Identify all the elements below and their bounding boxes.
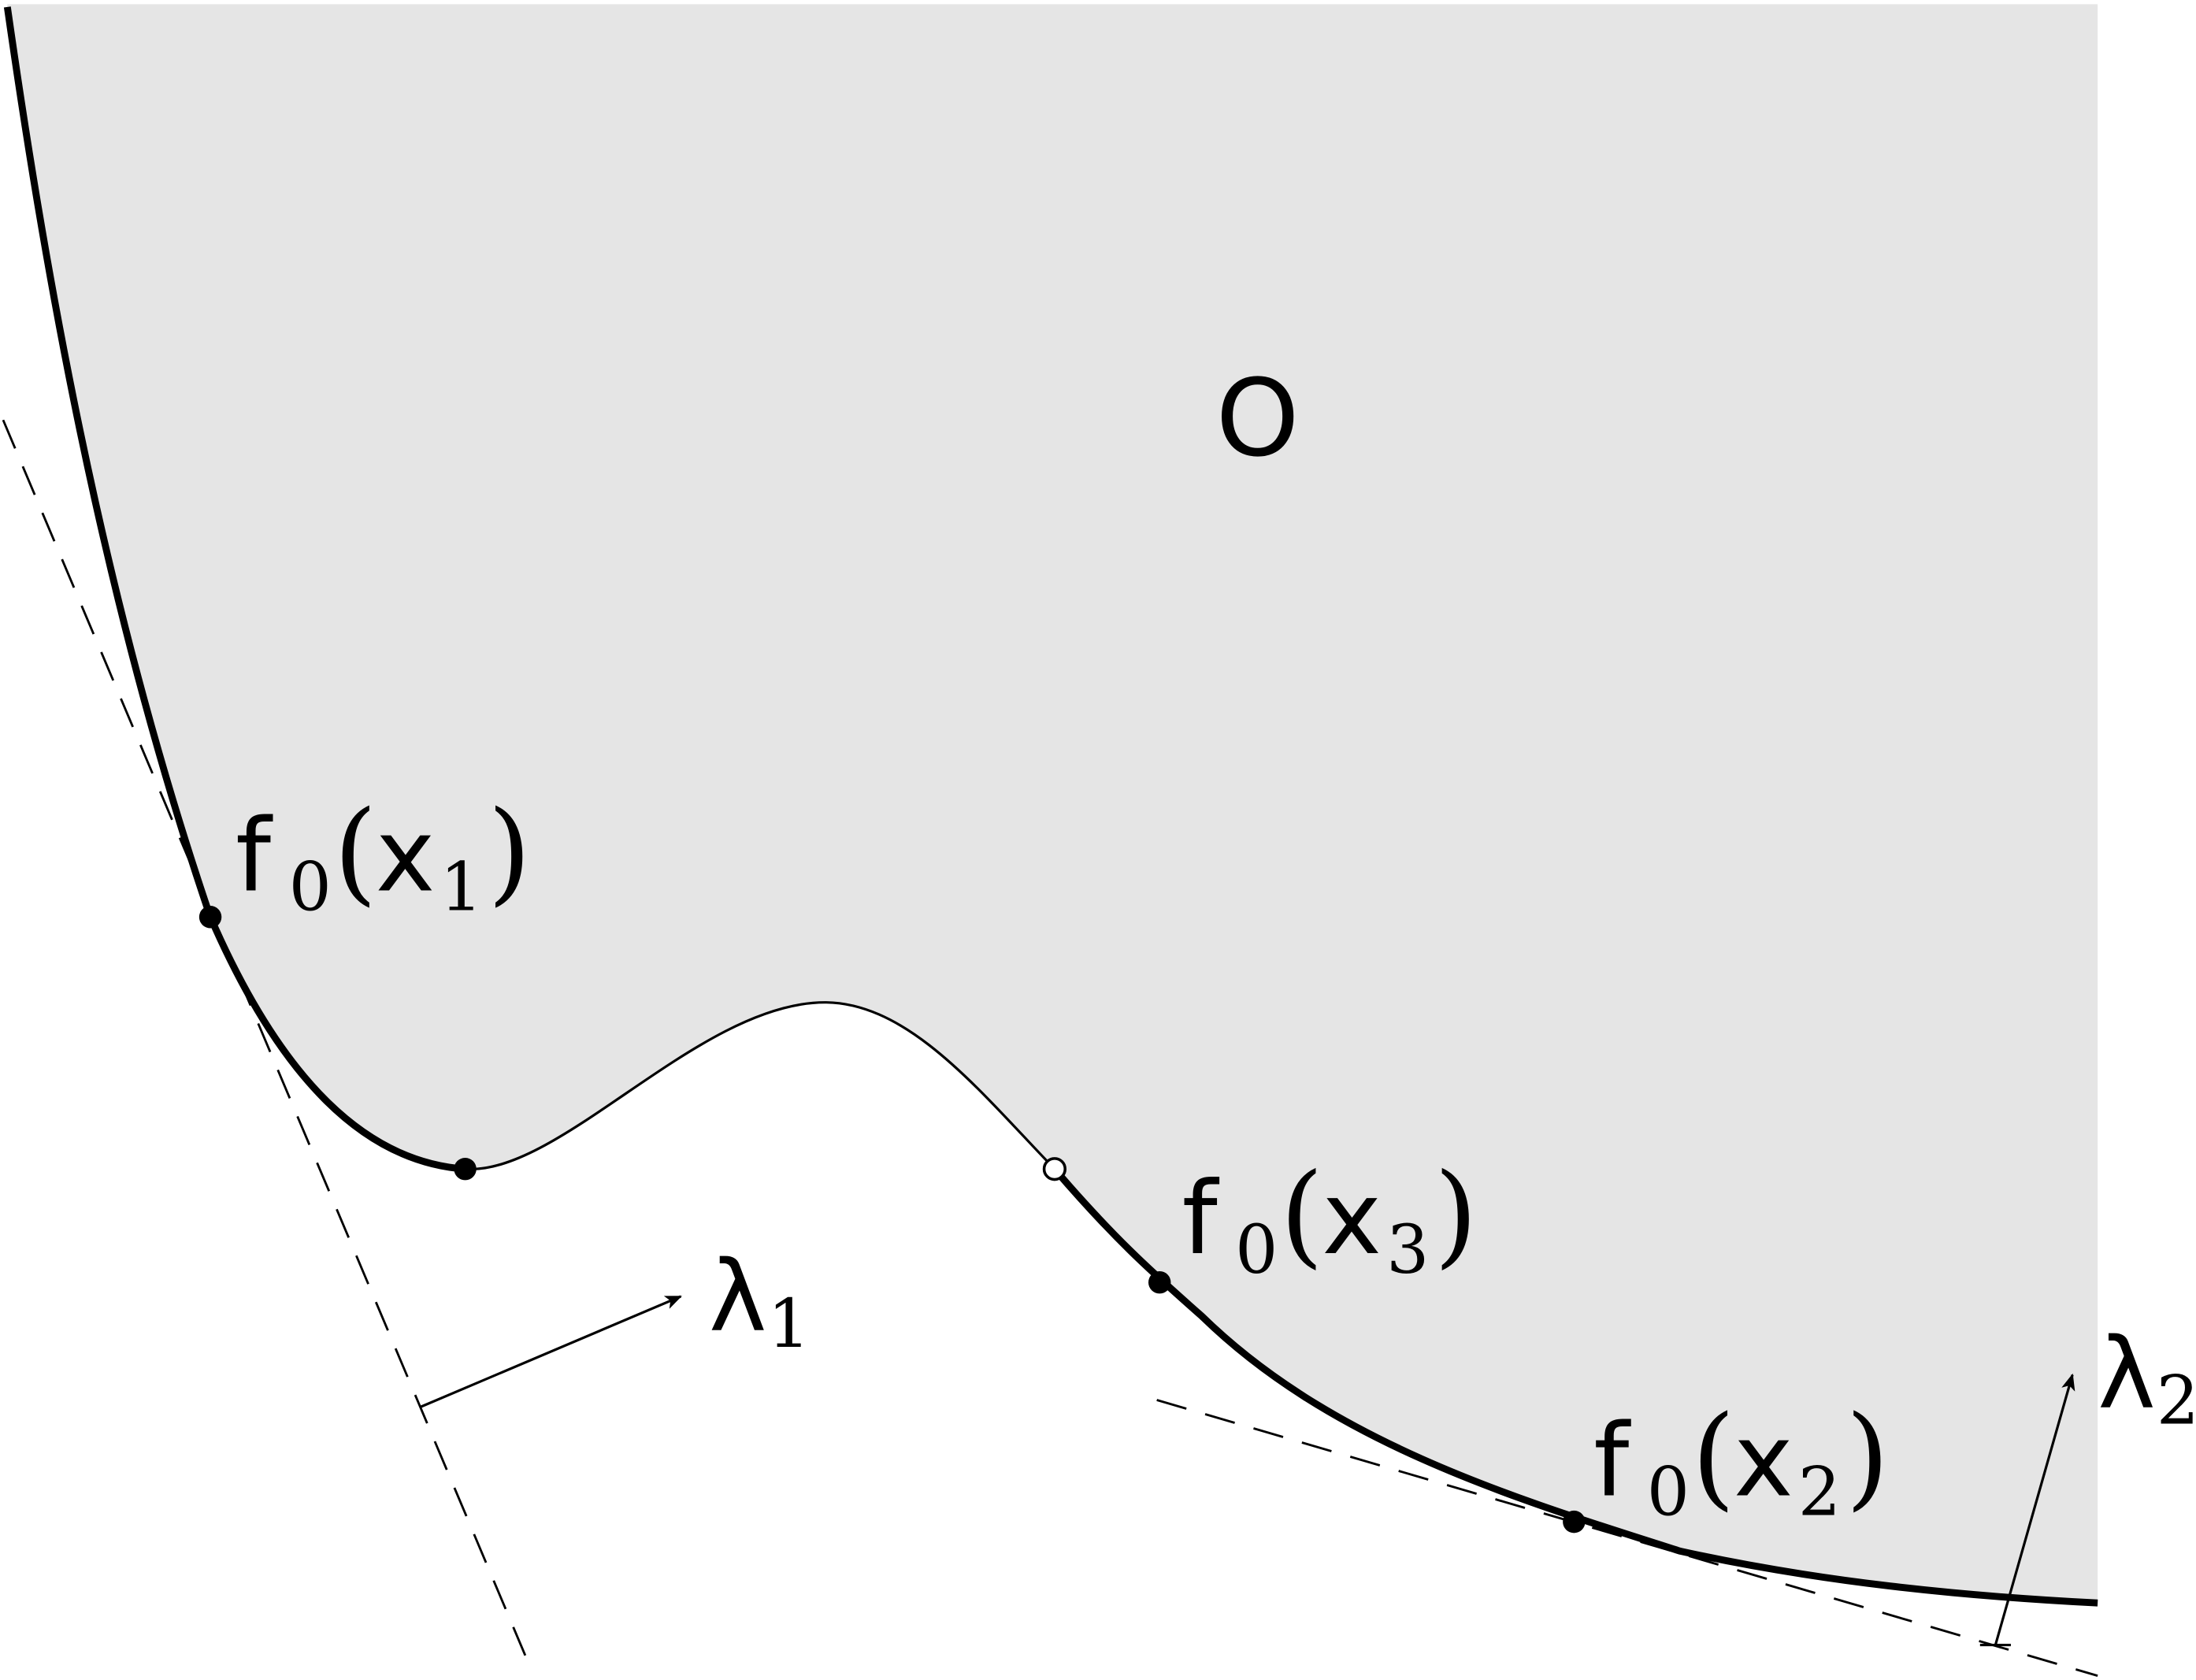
point-f0-x2	[1563, 1510, 1586, 1534]
label-lambda-1: λ 1	[709, 1241, 811, 1363]
region-label: O	[1215, 357, 1299, 480]
label-f0-x1: f 0 ( x 1 )	[236, 786, 531, 926]
boundary-curve-bump	[465, 1001, 1056, 1170]
svg-text:0: 0	[1647, 1453, 1690, 1531]
label-f0-x2: f 0 ( x 2 )	[1593, 1391, 1889, 1531]
svg-text:λ: λ	[2098, 1317, 2156, 1430]
svg-text:): )	[1845, 1391, 1889, 1522]
svg-text:(: (	[333, 786, 377, 917]
svg-text:2: 2	[2157, 1363, 2196, 1441]
label-f0-x3: f 0 ( x 3 )	[1182, 1149, 1478, 1289]
supporting-line-2	[1156, 1399, 2098, 1678]
supporting-line-1	[2, 419, 529, 1660]
svg-text:f: f	[236, 797, 273, 914]
point-open	[1042, 1157, 1067, 1181]
lambda-2-arrow	[1994, 1373, 2075, 1646]
svg-text:3: 3	[1386, 1211, 1429, 1289]
svg-text:x: x	[1734, 1402, 1794, 1519]
svg-text:x: x	[376, 797, 436, 914]
svg-text:x: x	[1322, 1160, 1382, 1278]
svg-text:): )	[1434, 1149, 1478, 1280]
point-minimum	[454, 1157, 477, 1181]
label-lambda-2: λ 2	[2098, 1317, 2196, 1440]
svg-text:0: 0	[289, 848, 332, 926]
svg-text:f: f	[1593, 1402, 1631, 1519]
svg-text:0: 0	[1235, 1211, 1278, 1289]
svg-text:λ: λ	[709, 1241, 767, 1354]
region-o-fill	[7, 4, 2098, 1604]
svg-text:1: 1	[440, 848, 483, 926]
point-f0-x3	[1148, 1270, 1171, 1294]
boundary-curve-left	[3, 6, 466, 1173]
svg-text:1: 1	[768, 1285, 811, 1363]
lambda-1-arrow	[420, 1295, 682, 1408]
svg-text:(: (	[1280, 1149, 1323, 1280]
svg-text:(: (	[1692, 1391, 1735, 1522]
point-f0-x1	[198, 906, 222, 929]
svg-text:2: 2	[1798, 1453, 1841, 1531]
svg-text:): )	[488, 786, 531, 917]
svg-text:f: f	[1182, 1160, 1220, 1278]
